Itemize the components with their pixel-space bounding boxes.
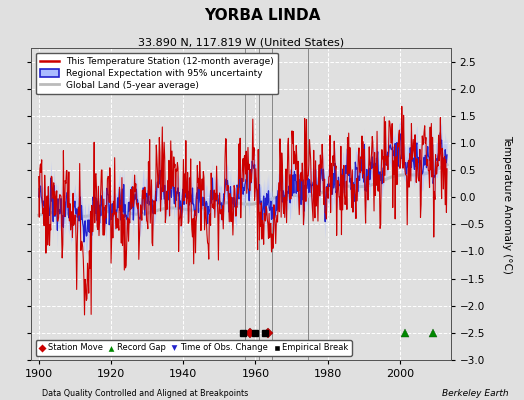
- Text: Data Quality Controlled and Aligned at Breakpoints: Data Quality Controlled and Aligned at B…: [42, 389, 248, 398]
- Legend: Station Move, Record Gap, Time of Obs. Change, Empirical Break: Station Move, Record Gap, Time of Obs. C…: [36, 340, 352, 356]
- Y-axis label: Temperature Anomaly (°C): Temperature Anomaly (°C): [501, 134, 512, 274]
- Text: Berkeley Earth: Berkeley Earth: [442, 389, 508, 398]
- Text: YORBA LINDA: YORBA LINDA: [204, 8, 320, 23]
- Title: 33.890 N, 117.819 W (United States): 33.890 N, 117.819 W (United States): [138, 37, 344, 47]
